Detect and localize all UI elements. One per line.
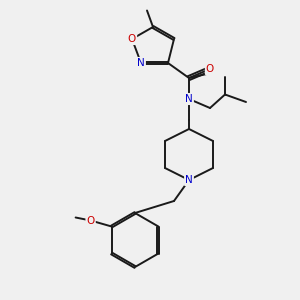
- Text: O: O: [128, 34, 136, 44]
- Text: O: O: [206, 64, 214, 74]
- Text: N: N: [185, 94, 193, 104]
- Text: N: N: [185, 175, 193, 185]
- Text: O: O: [86, 215, 95, 226]
- Text: N: N: [137, 58, 145, 68]
